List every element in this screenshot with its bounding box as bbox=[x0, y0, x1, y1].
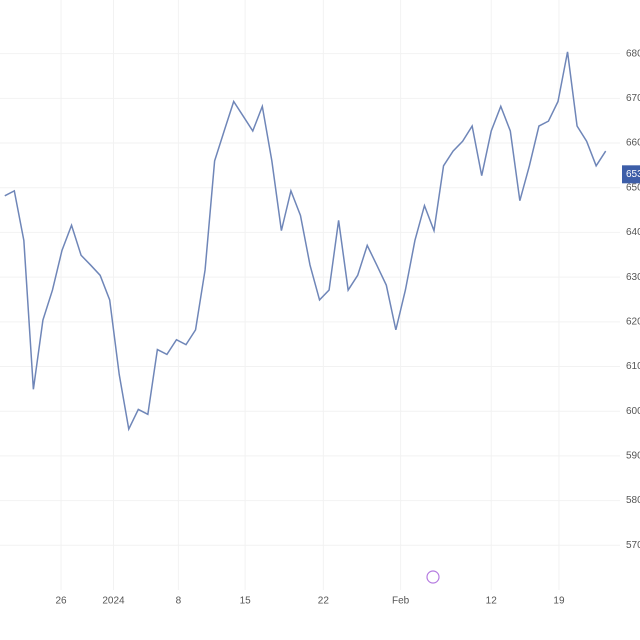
event-marker bbox=[426, 570, 440, 584]
last-price-tag bbox=[622, 165, 640, 184]
x-tick-label: 19 bbox=[553, 596, 565, 607]
y-tick-label: 5700 bbox=[626, 540, 640, 551]
y-tick-label: 6800 bbox=[626, 48, 640, 59]
y-tick-label: 6600 bbox=[626, 138, 640, 149]
x-tick-label: 2024 bbox=[102, 596, 125, 607]
y-tick-label: 6400 bbox=[626, 227, 640, 238]
y-tick-label: 6100 bbox=[626, 361, 640, 372]
x-tick-label: Feb bbox=[392, 596, 410, 607]
y-tick-label: 6300 bbox=[626, 272, 640, 283]
x-tick-label: 12 bbox=[486, 596, 498, 607]
last-price-label: 6530 bbox=[626, 169, 640, 180]
x-tick-label: 22 bbox=[318, 596, 330, 607]
y-tick-label: 6700 bbox=[626, 93, 640, 104]
y-tick-label: 6000 bbox=[626, 406, 640, 417]
x-tick-label: 26 bbox=[55, 596, 67, 607]
x-tick-label: 15 bbox=[240, 596, 252, 607]
y-tick-label: 6200 bbox=[626, 316, 640, 327]
y-tick-label: 5900 bbox=[626, 451, 640, 462]
y-tick-label: 6500 bbox=[626, 182, 640, 193]
price-line bbox=[4, 51, 607, 432]
y-tick-label: 5800 bbox=[626, 495, 640, 506]
x-tick-label: 8 bbox=[176, 596, 182, 607]
